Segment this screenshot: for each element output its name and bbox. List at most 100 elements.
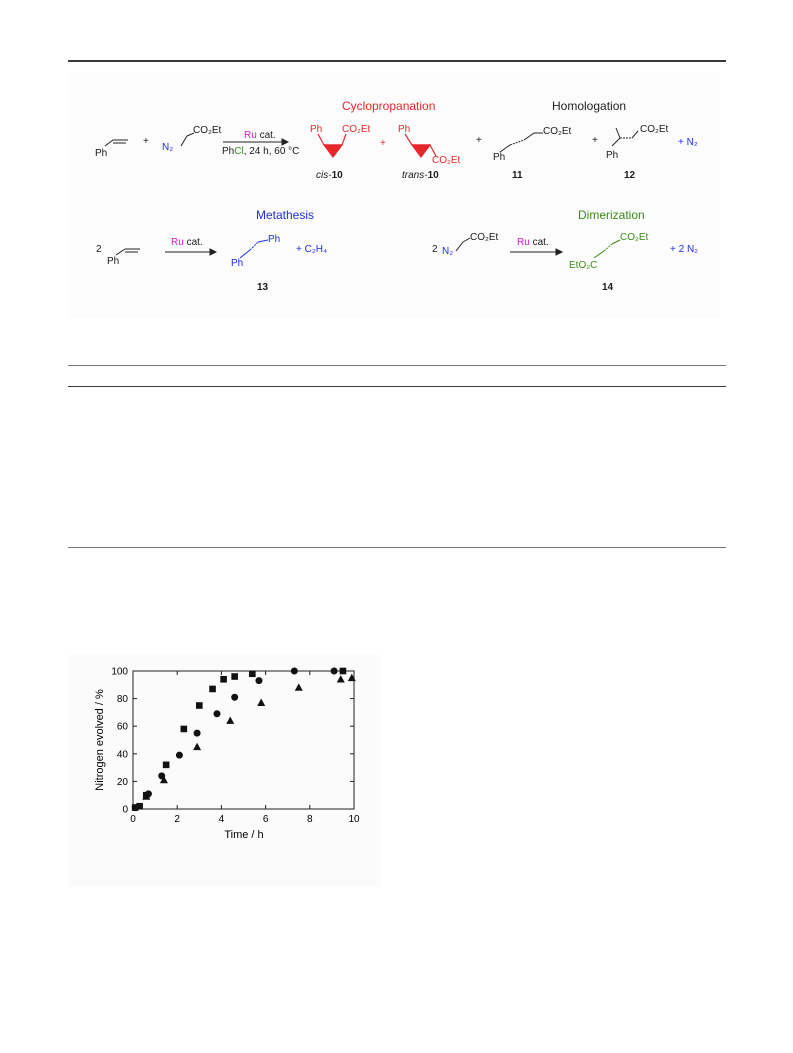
compound-11: 11 xyxy=(512,170,523,181)
trans10-co2et: CO₂Et xyxy=(432,155,461,166)
cat-text-2: cat. xyxy=(186,237,203,248)
data-point-square xyxy=(136,802,143,810)
x-tick-label: 6 xyxy=(263,814,269,825)
y-axis-label: Nitrogen evolved / % xyxy=(94,689,106,791)
compound-14: 14 xyxy=(602,282,614,293)
data-point-square xyxy=(220,675,227,683)
fumarate-eto2c: EtO₂C xyxy=(569,260,598,271)
data-point-triangle xyxy=(193,742,202,751)
y-tick-label: 100 xyxy=(111,667,128,678)
x-tick-label: 0 xyxy=(130,814,136,825)
data-point-triangle xyxy=(159,775,168,784)
cis10-co2et: CO₂Et xyxy=(342,124,371,135)
structure-bonds xyxy=(104,127,639,259)
trans-prefix: trans- xyxy=(402,170,428,181)
x-tick-label: 4 xyxy=(219,814,225,825)
data-point-circle xyxy=(213,710,221,718)
data-point-circle xyxy=(131,804,139,812)
plus-2: + xyxy=(380,138,386,149)
cat-text-3: cat. xyxy=(532,237,549,248)
fumarate-co2et: CO₂Et xyxy=(620,232,649,243)
conditions-ph: Ph xyxy=(222,146,235,157)
data-point-square xyxy=(196,702,203,709)
c11-co2et: CO₂Et xyxy=(543,126,572,137)
c12-co2et: CO₂Et xyxy=(640,124,669,135)
cat-text: cat. xyxy=(259,130,276,141)
x-axis-label: Time / h xyxy=(224,829,263,841)
c12-ph: Ph xyxy=(606,150,619,161)
diazo2-co2et: CO₂Et xyxy=(470,232,499,243)
cis-10-label: cis-10 xyxy=(316,170,343,181)
plus-4: + xyxy=(592,135,598,146)
data-point-circle xyxy=(255,677,263,685)
mid-rule-1 xyxy=(68,365,726,366)
data-point-triangle xyxy=(142,792,151,800)
bottom-rule xyxy=(68,547,726,548)
ru-text-3: Ru xyxy=(517,237,530,248)
data-point-square xyxy=(339,667,347,675)
reaction-conditions: PhCl, 24 h, 60 °C xyxy=(222,146,299,157)
label-dimerization: Dimerization xyxy=(578,208,645,222)
data-point-triangle xyxy=(347,673,356,682)
plot-frame xyxy=(132,670,355,810)
data-point-circle xyxy=(290,667,298,675)
cis-prefix: cis- xyxy=(316,170,332,181)
ru-text-2: Ru xyxy=(171,237,184,248)
c11-ph: Ph xyxy=(493,152,506,163)
conditions-rest: , 24 h, 60 °C xyxy=(243,146,300,157)
y-tick-label: 80 xyxy=(117,694,129,705)
plus-2n2: + 2 N₂ xyxy=(670,244,699,255)
ru-text: Ru xyxy=(244,130,257,141)
data-point-square xyxy=(209,685,216,693)
plus-3: + xyxy=(476,135,482,146)
data-point-triangle xyxy=(294,683,303,691)
x-tick-label: 8 xyxy=(307,814,313,825)
y-tick-label: 20 xyxy=(117,777,129,788)
styrene-ph: Ph xyxy=(95,148,108,159)
ru-cat-3: Ru cat. xyxy=(517,237,549,248)
stilbene-ph-bottom: Ph xyxy=(231,258,244,269)
data-point-circle xyxy=(175,751,183,759)
diazo2-n2: N₂ xyxy=(442,246,454,257)
data-point-square xyxy=(231,673,238,680)
label-metathesis: Metathesis xyxy=(256,208,315,222)
mid-rule-2 xyxy=(68,386,726,387)
ru-cat-2: Ru cat. xyxy=(171,237,203,248)
data-point-square xyxy=(162,761,170,769)
compound-12: 12 xyxy=(624,170,636,181)
data-point-triangle xyxy=(226,716,235,724)
x-tick-label: 2 xyxy=(174,814,180,825)
reaction-scheme xyxy=(68,72,720,318)
label-homologation: Homologation xyxy=(552,99,627,113)
cis-number: 10 xyxy=(331,170,343,181)
data-point-triangle xyxy=(336,675,345,683)
plus-n2: + N₂ xyxy=(678,137,698,148)
styrene2-ph: Ph xyxy=(107,256,120,267)
conditions-cl: Cl xyxy=(234,146,244,157)
data-point-circle xyxy=(193,729,201,737)
ethylene-byproduct: + C₂H₄ xyxy=(296,244,328,255)
trans10-ph: Ph xyxy=(398,124,411,135)
data-point-circle xyxy=(231,693,239,701)
diazo-co2et: CO₂Et xyxy=(193,125,222,136)
data-point-triangle xyxy=(257,698,266,706)
two-diazo: 2 xyxy=(432,244,438,255)
compound-13: 13 xyxy=(257,282,269,293)
plus-1: + xyxy=(143,136,149,147)
ru-cat-1: Ru cat. xyxy=(244,130,276,141)
stilbene-ph-top: Ph xyxy=(268,234,281,245)
cis10-ph: Ph xyxy=(310,124,323,135)
trans-10-label: trans-10 xyxy=(402,170,439,181)
top-rule xyxy=(68,60,726,62)
y-tick-label: 0 xyxy=(122,805,128,816)
diazo-n2: N₂ xyxy=(162,142,174,153)
y-tick-label: 40 xyxy=(117,749,129,760)
label-cyclopropanation: Cyclopropanation xyxy=(342,99,436,113)
x-tick-label: 10 xyxy=(348,814,360,825)
trans-number: 10 xyxy=(427,170,439,181)
data-point-square xyxy=(249,670,256,678)
data-point-circle xyxy=(330,667,338,675)
two-styrene: 2 xyxy=(96,244,102,255)
y-tick-label: 60 xyxy=(117,722,129,733)
